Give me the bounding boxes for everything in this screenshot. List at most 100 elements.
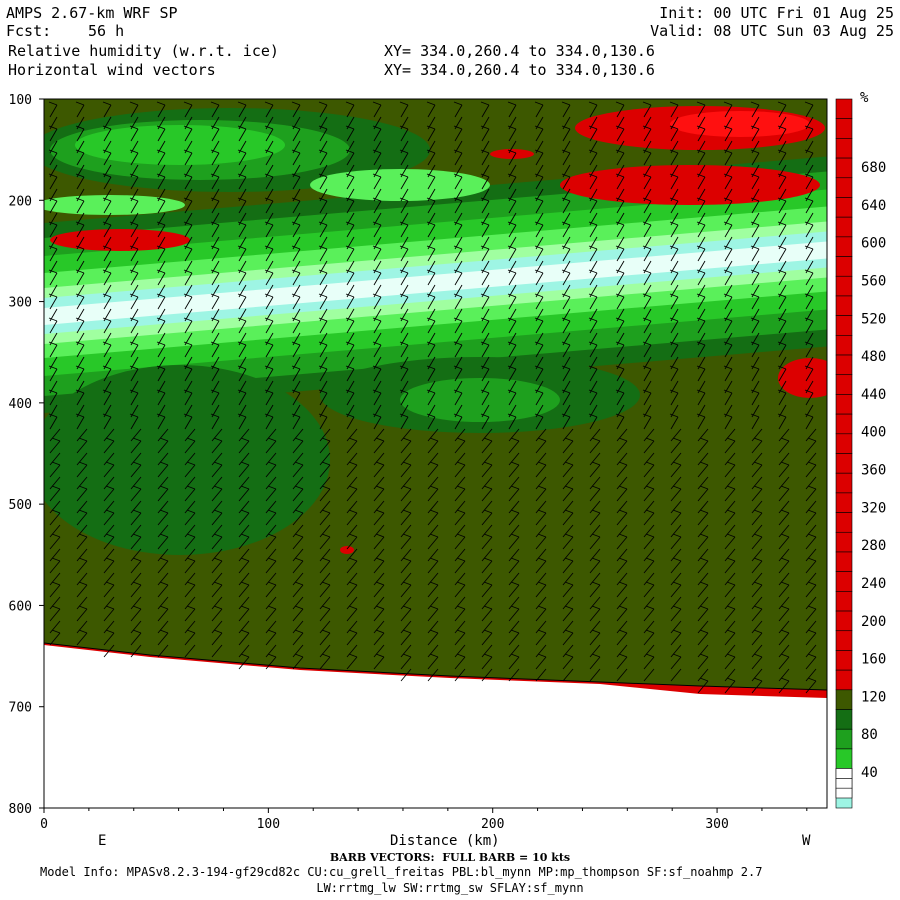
x-tick-label: 200	[481, 817, 504, 832]
colorbar-box	[835, 256, 853, 277]
colorbar-label: 480	[861, 349, 886, 365]
wind-barb-column	[48, 101, 61, 646]
colorbar-box	[835, 315, 853, 336]
colorbar-box	[835, 748, 853, 769]
colorbar-box	[835, 650, 853, 671]
colorbar-box	[835, 413, 853, 435]
colorbar-box	[835, 728, 853, 750]
xy-line-1: XY= 334.0,260.4 to 334.0,130.6	[384, 42, 655, 60]
wind-barb-column	[669, 101, 682, 682]
wind-barb-column	[291, 101, 304, 670]
colorbar-box	[835, 295, 853, 316]
colorbar-box	[835, 197, 853, 218]
colorbar-box	[835, 551, 853, 572]
colorbar-box	[835, 571, 853, 592]
y-tick-label: 700	[9, 701, 32, 716]
axes: 100 200 300 400 500 600 700 800 0 100 200 300	[9, 93, 808, 832]
colorbar: 40 80 120 160 200 240 280 320 360 400 440 480 520 560…	[835, 98, 886, 809]
colorbar-box	[835, 709, 853, 730]
colorbar-box	[835, 531, 853, 553]
rh-contour-band	[75, 125, 285, 165]
surface-line	[44, 642, 827, 691]
colorbar-box	[835, 374, 853, 395]
colorbar-box	[835, 216, 853, 238]
x-end-label-west: W	[802, 833, 811, 849]
colorbar-box	[835, 177, 853, 198]
colorbar-label: 360	[861, 463, 886, 479]
x-tick-label: 100	[257, 817, 280, 832]
wind-barb-column	[372, 101, 385, 670]
colorbar-box	[835, 512, 853, 533]
wind-barb-column	[615, 101, 628, 682]
colorbar-label: 200	[861, 614, 886, 630]
wind-barb-column	[345, 101, 358, 670]
colorbar-label: 440	[861, 387, 886, 403]
colorbar-box	[835, 433, 853, 454]
model-info-2: LW:rrtmg_lw SW:rrtmg_sw SFLAY:sf_mynn	[316, 881, 584, 895]
colorbar-box	[835, 394, 853, 415]
colorbar-label: 160	[861, 652, 886, 668]
colorbar-box	[835, 669, 853, 691]
wind-barb-column	[777, 101, 790, 694]
wind-barb-column	[588, 101, 601, 682]
colorbar-box	[835, 689, 853, 710]
rh-supersat-patch	[670, 111, 810, 137]
valid-time: Valid: 08 UTC Sun 03 Aug 25	[650, 22, 894, 40]
colorbar-label: 280	[861, 538, 886, 554]
x-axis-label: Distance (km)	[390, 833, 500, 849]
colorbar-box	[835, 275, 853, 297]
colorbar-box	[835, 138, 853, 159]
colorbar-box	[835, 591, 853, 612]
colorbar-box	[835, 787, 853, 799]
colorbar-box	[835, 236, 853, 257]
x-end-label-east: E	[98, 833, 107, 849]
rh-supersat-patch	[490, 149, 534, 159]
wind-barb-column	[561, 101, 574, 682]
colorbar-label: 560	[861, 273, 886, 289]
wind-barb-column	[804, 101, 817, 694]
wind-barb-column	[507, 101, 520, 682]
rh-contour-band	[310, 169, 490, 201]
wind-barb-column	[696, 101, 709, 694]
colorbar-label: 640	[861, 198, 886, 214]
surface-red-layer	[44, 643, 827, 698]
wind-barb-column	[750, 101, 763, 694]
colorbar-label: 120	[861, 689, 886, 705]
wind-barb-column	[723, 101, 736, 694]
colorbar-label: 520	[861, 311, 886, 327]
colorbar-box	[835, 610, 853, 632]
colorbar-unit: %	[860, 90, 869, 106]
model-info: Model Info: MPASv8.2.3-194-gf29cd82c CU:…	[40, 865, 763, 879]
wind-barb-column	[237, 101, 250, 670]
colorbar-label: 320	[861, 500, 886, 516]
colorbar-box	[835, 335, 853, 356]
wind-barb-column	[399, 101, 412, 682]
wind-barb-column	[210, 101, 223, 658]
init-time: Init: 00 UTC Fri 01 Aug 25	[659, 4, 894, 22]
colorbar-box	[835, 472, 853, 494]
plot-area	[44, 99, 827, 808]
colorbar-box	[835, 768, 853, 779]
field-title-1: Relative humidity (w.r.t. ice)	[8, 42, 279, 60]
fcst-value: 56 h	[88, 22, 125, 40]
colorbar-box	[835, 630, 853, 651]
colorbar-label: 80	[861, 727, 878, 743]
wind-barb-column	[426, 101, 439, 682]
rh-supersat-patch	[778, 358, 827, 398]
rh-supersat-patch	[50, 229, 190, 251]
wind-barb-column	[183, 101, 196, 658]
wind-barb-column	[318, 101, 331, 670]
colorbar-label: 400	[861, 425, 886, 441]
y-tick-label: 600	[9, 599, 32, 614]
barb-note: BARB VECTORS: FULL BARB = 10 kts	[329, 851, 571, 864]
colorbar-box	[835, 98, 853, 119]
wind-barb-column	[480, 101, 493, 682]
wind-barb-column	[642, 101, 655, 682]
y-tick-label: 200	[9, 194, 32, 209]
y-tick-label: 500	[9, 498, 32, 513]
wind-barb-column	[129, 101, 142, 658]
wind-barb-column	[453, 101, 466, 682]
wind-barb-column	[156, 101, 169, 658]
plot-frame	[43, 98, 828, 809]
wind-barb-column	[534, 101, 547, 682]
